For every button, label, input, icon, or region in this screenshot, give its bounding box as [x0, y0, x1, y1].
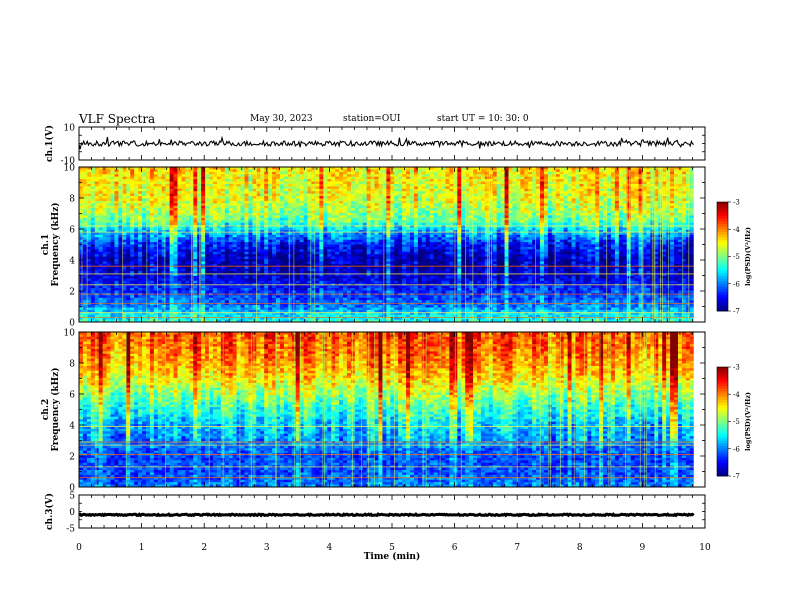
ch1-spectrogram-colorbar-tick: -5: [733, 253, 740, 261]
ch1-spectrogram-ytick-label: 0: [69, 319, 75, 329]
ch1-spectrogram-ylabel-channel: ch.1: [41, 234, 51, 255]
x-tick-label: 3: [264, 543, 270, 553]
ch2-spectrogram-ytick-label: 4: [69, 422, 75, 432]
ch1-spectrogram-ylabel: Frequency (kHz): [50, 202, 61, 286]
x-tick-label: 1: [139, 543, 145, 553]
ch3-waveform-ytick-label: -5: [66, 525, 75, 535]
ch2-spectrogram-ytick-label: 8: [69, 360, 75, 370]
x-tick-label: 5: [389, 543, 395, 553]
ch1-spectrogram-colorbar-tick: -7: [733, 308, 740, 316]
x-tick-label: 7: [514, 543, 520, 553]
x-axis-label: Time (min): [364, 551, 421, 562]
x-tick-label: 10: [699, 543, 711, 553]
x-tick-label: 6: [452, 543, 458, 553]
ch3-waveform-trace: [78, 512, 695, 518]
ch3-waveform-ylabel: ch.3(V): [44, 493, 55, 530]
x-tick-label: 2: [201, 543, 207, 553]
ch2-spectrogram-colorbar-tick: -7: [733, 473, 740, 481]
x-tick-label: 8: [577, 543, 583, 553]
ch1-waveform-trace: [78, 135, 695, 150]
ch1-waveform-ytick-label: 10: [64, 124, 76, 134]
ch1-spectrogram-ytick-label: 4: [69, 257, 75, 267]
ch2-spectrogram-colorbar-tick: -6: [733, 445, 740, 453]
ch1-waveform-ylabel: ch.1(V): [44, 125, 55, 162]
chart-title: VLF Spectra: [79, 112, 155, 126]
ch1-spectrogram-ytick-label: 6: [69, 226, 75, 236]
ch1-spectrogram-colorbar-tick: -3: [733, 199, 740, 207]
ch3-waveform-ytick-label: 0: [69, 508, 75, 518]
ch3-waveform-ytick-label: 5: [69, 492, 75, 502]
ch1-spectrogram-colorbar: -3 -4 -5 -6 -7 log(PSD)(V²/Hz): [716, 199, 752, 316]
ch2-spectrogram-colorbar-tick: -3: [733, 364, 740, 372]
ch2-spectrogram-ytick-label: 6: [69, 391, 75, 401]
ch2-spectrogram-ytick-label: 2: [69, 453, 75, 463]
x-tick-label: 0: [76, 543, 82, 553]
ch2-spectrogram-colorbar: -3 -4 -5 -6 -7 log(PSD)(V²/Hz): [716, 364, 752, 481]
ch1-spectrogram-colorbar-tick: -6: [733, 280, 740, 288]
date-label: May 30, 2023: [250, 114, 313, 124]
ch2-spectrogram-colorbar-tick: -5: [733, 418, 740, 426]
ch1-spectrogram-ytick-label: 2: [69, 288, 75, 298]
ch2-spectrogram-colorbar-label: log(PSD)(V²/Hz): [744, 392, 752, 451]
station-label: station=OUI: [343, 114, 400, 124]
ch2-spectrogram-ytick-label: 10: [64, 329, 76, 339]
x-tick-label: 9: [640, 543, 646, 553]
ch2-spectrogram-image: [79, 332, 705, 488]
x-tick-label: 4: [327, 543, 333, 553]
ch2-spectrogram-ylabel-channel: ch.2: [41, 399, 51, 420]
start-time-label: start UT = 10: 30: 0: [437, 114, 529, 124]
ch2-spectrogram-ylabel: Frequency (kHz): [50, 367, 61, 451]
ch1-spectrogram-colorbar-label: log(PSD)(V²/Hz): [744, 227, 752, 286]
ch1-spectrogram-image: [79, 167, 705, 323]
ch2-spectrogram-ytick-label: 0: [69, 484, 75, 494]
ch1-spectrogram-ytick-label: 10: [64, 164, 76, 174]
ch1-waveform-ytick-label: -10: [61, 157, 76, 167]
ch1-spectrogram-colorbar-tick: -4: [733, 226, 740, 234]
ch2-spectrogram-colorbar-tick: -4: [733, 391, 740, 399]
ch1-spectrogram-ytick-label: 8: [69, 195, 75, 205]
